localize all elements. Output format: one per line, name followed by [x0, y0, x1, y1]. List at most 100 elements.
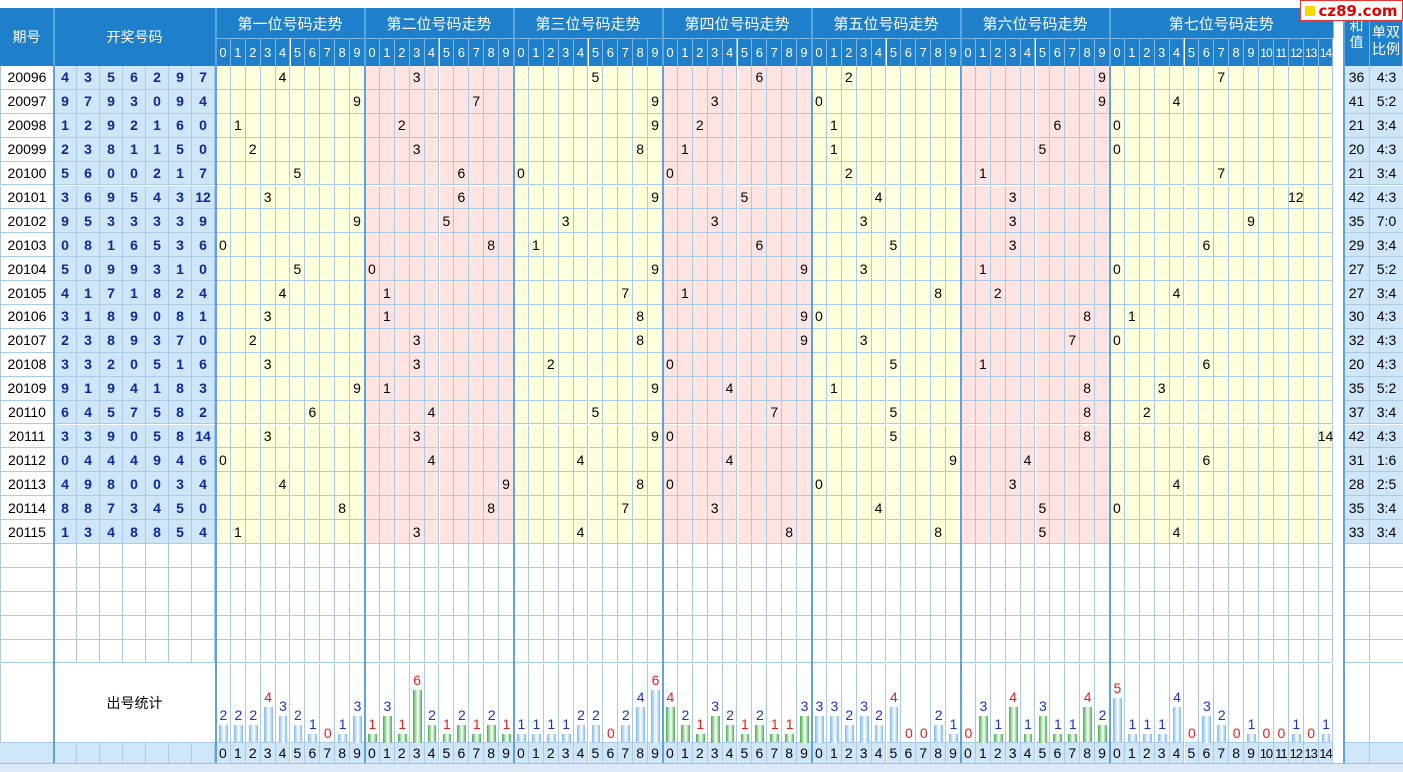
trend-cell: [1065, 281, 1081, 305]
trend-cell: [514, 113, 529, 138]
empty-trend-cell: [707, 567, 723, 592]
empty-trend-cell: [1244, 639, 1259, 664]
trend-cell: [335, 305, 351, 329]
trend-cell: [528, 161, 544, 186]
trend-cell: [603, 328, 619, 353]
trend-cell: [365, 281, 380, 305]
trend-cell: [663, 89, 678, 114]
trend-value: 4: [722, 376, 738, 401]
trend-cell: [543, 376, 559, 401]
draw-number-cell: 5: [54, 257, 77, 282]
empty-trend-cell: [484, 615, 500, 640]
trend-cell: [767, 352, 783, 377]
trend-cell: [216, 352, 231, 377]
empty-trend-cell: [648, 567, 663, 592]
empty-trend-cell: [379, 567, 395, 592]
trend-cell: [1288, 424, 1304, 449]
trend-cell: [305, 328, 321, 353]
stat-value-label: 1: [770, 715, 779, 732]
axis-digit: 9: [499, 742, 514, 764]
trend-cell: [767, 281, 783, 305]
ratio-cell: 1:6: [1370, 448, 1403, 473]
trend-cell: [1318, 113, 1334, 138]
axis-digit: 0: [1110, 742, 1125, 764]
trend-cell: [1288, 257, 1304, 282]
axis-digit: 2: [841, 742, 857, 764]
empty-trend-cell: [767, 591, 783, 616]
trend-cell: [1318, 185, 1334, 210]
empty-trend-cell: [782, 567, 798, 592]
axis-digit: 2: [1139, 742, 1155, 764]
trend-cell: [856, 233, 872, 258]
trend-cell: [961, 352, 976, 377]
zone-separator: [662, 8, 664, 764]
trend-value: 4: [424, 448, 440, 473]
trend-cell: [394, 305, 410, 329]
trend-cell: [1303, 305, 1319, 329]
trend-value: 0: [812, 472, 827, 497]
draw-number-cell: 4: [54, 281, 77, 305]
trend-value: 4: [871, 185, 887, 210]
trend-cell: [1214, 472, 1230, 497]
trend-cell: [558, 472, 574, 497]
empty-trend-cell: [1005, 544, 1021, 568]
trend-cell: [454, 137, 470, 162]
trend-cell: [826, 448, 842, 473]
trend-cell: [1080, 209, 1096, 234]
trend-cell: [1169, 448, 1185, 473]
empty-trend-cell: [767, 567, 783, 592]
empty-trend-cell: [1050, 615, 1066, 640]
trend-cell: [350, 472, 365, 497]
trend-cell: [514, 400, 529, 425]
trend-cell: [245, 448, 261, 473]
digit-header: 1: [677, 38, 693, 66]
empty-draw-cell: [100, 567, 123, 592]
trend-cell: [677, 352, 693, 377]
trend-cell: [499, 66, 514, 90]
ratio-cell: 4:3: [1370, 305, 1403, 329]
trend-value: 8: [931, 520, 947, 544]
trend-value: 1: [379, 281, 395, 305]
trend-cell: [469, 520, 485, 544]
trend-cell: [737, 66, 753, 90]
trend-cell: [1259, 520, 1274, 544]
ratio-cell: 2:5: [1370, 472, 1403, 497]
trend-cell: [230, 89, 246, 114]
empty-trend-cell: [752, 544, 768, 568]
empty-ratio-cell: [1370, 640, 1403, 664]
trend-cell: [305, 448, 321, 473]
empty-draw-cell: [146, 544, 169, 568]
empty-trend-cell: [350, 639, 365, 664]
empty-trend-cell: [1154, 615, 1170, 640]
trend-cell: [931, 185, 947, 210]
empty-trend-cell: [1184, 567, 1200, 592]
empty-trend-cell: [320, 567, 336, 592]
trend-value: 0: [663, 424, 678, 449]
trend-cell: [782, 185, 798, 210]
stats-cell: [1229, 663, 1245, 743]
site-logo[interactable]: cz89.com: [1300, 0, 1403, 21]
trend-cell: [1065, 305, 1081, 329]
trend-cell: [826, 185, 842, 210]
trend-cell: [797, 400, 812, 425]
empty-trend-cell: [1110, 567, 1125, 592]
draw-number-cell: 0: [146, 472, 169, 497]
trend-cell: [1065, 161, 1081, 186]
empty-trend-cell: [1199, 639, 1215, 664]
trend-cell: [737, 233, 753, 258]
ratio-cell: 3:4: [1370, 113, 1403, 138]
trend-cell: [1229, 352, 1245, 377]
trend-cell: [1139, 496, 1155, 521]
trend-cell: [1005, 89, 1021, 114]
stat-bar: [993, 733, 1003, 743]
digit-header: 9: [1095, 38, 1110, 66]
trend-cell: [782, 352, 798, 377]
trend-cell: [1005, 400, 1021, 425]
trend-cell: [1318, 305, 1334, 329]
trend-cell: [365, 185, 380, 210]
trend-cell: [1229, 472, 1245, 497]
axis-digit: 1: [230, 742, 246, 764]
empty-trend-cell: [916, 639, 932, 664]
trend-value: 9: [648, 424, 663, 449]
trend-cell: [1050, 400, 1066, 425]
